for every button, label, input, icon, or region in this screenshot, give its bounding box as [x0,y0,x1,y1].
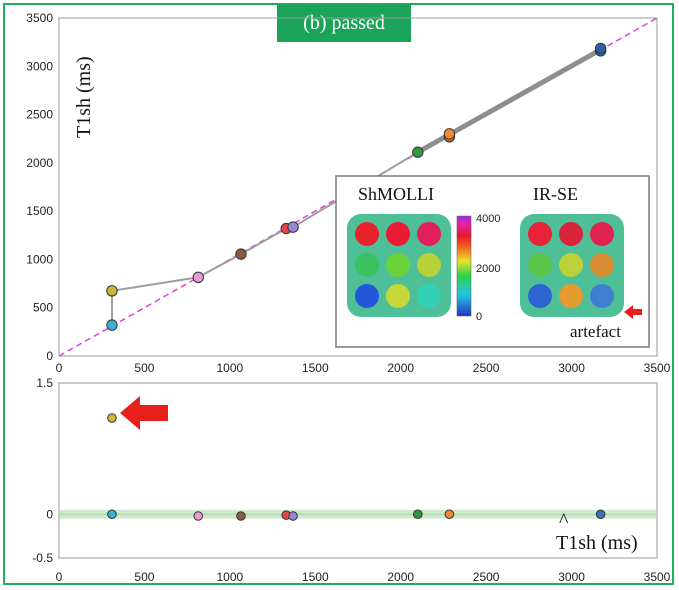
bottom-x-tick-label: 3500 [644,570,671,584]
bottom-y-tick-label: 1.5 [36,376,53,390]
residual-point [107,509,117,520]
top-y-tick-label: 500 [33,301,53,315]
artefact-label: artefact [570,322,621,341]
right-phantom-grid [528,222,614,308]
residual-point [236,511,246,521]
data-point [443,128,456,140]
bottom-y-tick-label: -0.5 [32,551,53,565]
residual-point [288,511,298,521]
phantom-vial [417,222,441,246]
bottom-plot-area [58,382,658,559]
data-point [106,285,118,297]
top-y-tick-label: 1000 [26,252,53,266]
bottom-x-tick-label: 2000 [387,570,414,584]
bottom-x-tick-label: 2500 [473,570,500,584]
colorbar-tick-min: 0 [476,311,482,323]
top-plot: 0 500 1000 1500 2000 2500 3000 3500 0 500 1000 1500… [26,11,670,375]
artefact-arrow-icon [624,305,642,319]
phantom-vial [559,284,583,308]
top-x-tick-label: 3000 [558,361,585,375]
phantom-vial [417,253,441,277]
phantom-vial [528,253,552,277]
top-x-tick-label: 1000 [217,361,244,375]
residual-point [413,509,423,520]
hat-accent: ^ [559,510,569,532]
data-point [412,146,424,158]
phantom-vial [386,222,410,246]
phantom-vial [528,222,552,246]
top-x-tick-label: 3500 [644,361,671,375]
phantom-vial [528,284,552,308]
phantom-vial [590,222,614,246]
top-y-tick-label: 1500 [26,204,53,218]
phantom-vial [355,253,379,277]
phantom-vial [559,222,583,246]
colorbar-tick-mid: 2000 [476,263,500,275]
data-point [594,42,607,55]
highlight-arrow-icon [120,396,168,430]
phantom-vial [590,253,614,277]
phantom-vial [559,253,583,277]
top-x-tick-label: 500 [134,361,154,375]
data-point [192,271,204,283]
top-plot-area [58,17,658,357]
left-phantom-grid [355,222,441,308]
residual-point [193,511,204,521]
residual-point [595,509,606,520]
colorbar-tick-max: 4000 [476,213,500,225]
inset-right-title: IR-SE [533,184,578,204]
residual-point [107,413,117,423]
phantom-vial [355,222,379,246]
top-x-tick-label: 0 [56,361,63,375]
top-x-tick-label: 2500 [473,361,500,375]
y-axis-label: T1sh (ms) [73,56,95,138]
data-point [106,319,118,331]
top-y-tick-label: 2500 [26,108,53,122]
phantom-vial [590,284,614,308]
residual-point [444,509,455,520]
x-axis-label: T1sh (ms) [556,532,638,554]
inset-maps: ShMOLLI IR-SE 4000 2000 0 artefact [335,175,650,348]
phantom-vial [386,284,410,308]
bottom-x-tick-label: 1500 [302,570,329,584]
bottom-plot: 0 500 1000 1500 2000 2500 3000 3500-0.501.5 [32,376,670,584]
top-x-tick-label: 2000 [387,361,414,375]
top-y-tick-label: 2000 [26,156,53,170]
inset-left-title: ShMOLLI [358,184,434,204]
bottom-x-tick-label: 3000 [558,570,585,584]
bottom-x-tick-label: 1000 [217,570,244,584]
data-point [287,221,299,233]
data-point [235,248,247,260]
colorbar [456,215,472,317]
bottom-x-tick-label: 0 [56,570,63,584]
bottom-y-tick-label: 0 [46,507,53,521]
phantom-vial [417,284,441,308]
top-x-tick-label: 1500 [302,361,329,375]
top-y-tick-label: 3500 [26,11,53,25]
phantom-vial [355,284,379,308]
bottom-x-tick-label: 500 [134,570,154,584]
top-y-tick-label: 0 [46,349,53,363]
phantom-vial [386,253,410,277]
top-y-tick-label: 3000 [26,59,53,73]
